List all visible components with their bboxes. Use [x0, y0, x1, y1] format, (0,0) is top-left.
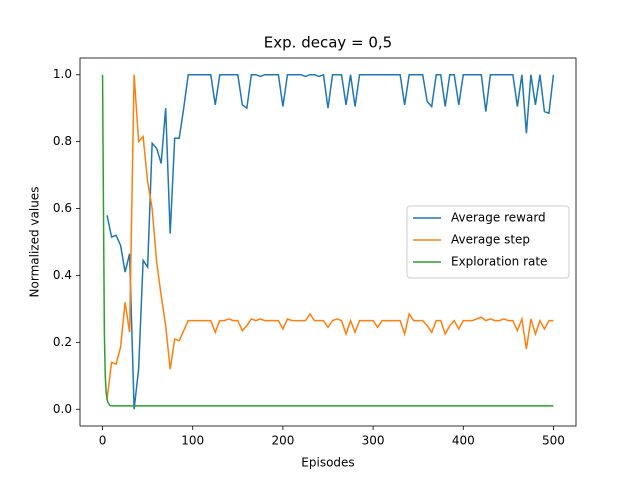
legend: Average reward Average step Exploration ra…	[406, 205, 570, 279]
y-tick-label: 0.4	[53, 268, 72, 282]
chart-title: Exp. decay = 0,5	[264, 34, 392, 52]
y-tick-label: 0.8	[53, 134, 72, 148]
legend-label: Average step	[451, 233, 530, 247]
x-tick-label: 200	[271, 434, 294, 448]
legend-label: Exploration rate	[451, 255, 547, 269]
x-tick-label: 100	[181, 434, 204, 448]
x-tick-label: 300	[362, 434, 385, 448]
x-tick-label: 0	[99, 434, 107, 448]
legend-label: Average reward	[451, 211, 546, 225]
x-axis-label: Episodes	[301, 456, 354, 470]
legend-box	[406, 205, 570, 279]
y-tick-label: 0.2	[53, 335, 72, 349]
x-tick-label: 500	[542, 434, 565, 448]
y-tick-label: 0.6	[53, 201, 72, 215]
plot-frame	[79, 57, 577, 427]
y-tick-label: 1.0	[53, 67, 72, 81]
y-tick-label: 0.0	[53, 402, 72, 416]
x-tick-label: 400	[452, 434, 475, 448]
data-line	[106, 74, 554, 400]
y-axis-label: Normalized values	[28, 187, 42, 298]
data-line	[106, 73, 555, 410]
data-line	[101, 74, 554, 407]
